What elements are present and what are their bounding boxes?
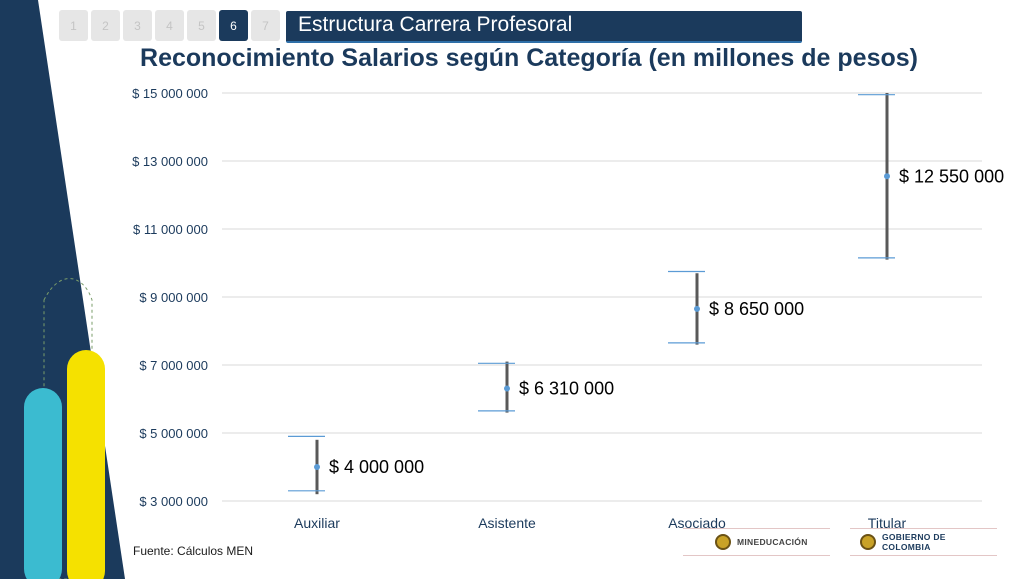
yellow-pill: [67, 350, 105, 579]
page-3-button[interactable]: 3: [123, 10, 152, 41]
data-label: $ 8 650 000: [709, 299, 804, 319]
page-navigation: 1 2 3 4 5 6 7: [59, 10, 280, 41]
coat-of-arms-icon: [860, 534, 876, 550]
mineducacion-logo: MINEDUCACIÓN: [683, 528, 830, 556]
y-tick-label: $ 5 000 000: [139, 426, 208, 441]
data-point: [694, 305, 700, 312]
x-tick-label: Asistente: [478, 515, 536, 531]
coat-of-arms-icon: [715, 534, 731, 550]
section-title: Estructura Carrera Profesoral: [298, 13, 573, 36]
page-5-button[interactable]: 5: [187, 10, 216, 41]
y-tick-label: $ 9 000 000: [139, 290, 208, 305]
y-tick-label: $ 3 000 000: [139, 494, 208, 509]
data-label: $ 12 550 000: [899, 166, 1004, 186]
page-7-button[interactable]: 7: [251, 10, 280, 41]
data-label: $ 6 310 000: [519, 378, 614, 398]
x-tick-label: Titular: [868, 515, 907, 531]
page-6-button[interactable]: 6: [219, 10, 248, 41]
data-point: [884, 173, 890, 180]
chart-title: Reconocimiento Salarios según Categoría …: [140, 44, 918, 72]
y-tick-label: $ 7 000 000: [139, 358, 208, 373]
cyan-pill: [24, 388, 62, 579]
data-point: [504, 385, 510, 392]
source-footnote: Fuente: Cálculos MEN: [133, 544, 254, 558]
x-tick-label: Auxiliar: [294, 515, 340, 531]
y-tick-label: $ 13 000 000: [132, 154, 208, 169]
page-4-button[interactable]: 4: [155, 10, 184, 41]
x-tick-label: Asociado: [668, 515, 726, 531]
page-2-button[interactable]: 2: [91, 10, 120, 41]
y-tick-label: $ 11 000 000: [133, 222, 208, 237]
y-tick-label: $ 15 000 000: [132, 86, 208, 101]
data-label: $ 4 000 000: [329, 457, 424, 477]
page-1-button[interactable]: 1: [59, 10, 88, 41]
data-point: [314, 464, 320, 470]
gobierno-logo: GOBIERNO DE COLOMBIA: [850, 528, 997, 556]
dashed-arc: [43, 278, 93, 579]
section-header: Estructura Carrera Profesoral: [286, 11, 802, 43]
